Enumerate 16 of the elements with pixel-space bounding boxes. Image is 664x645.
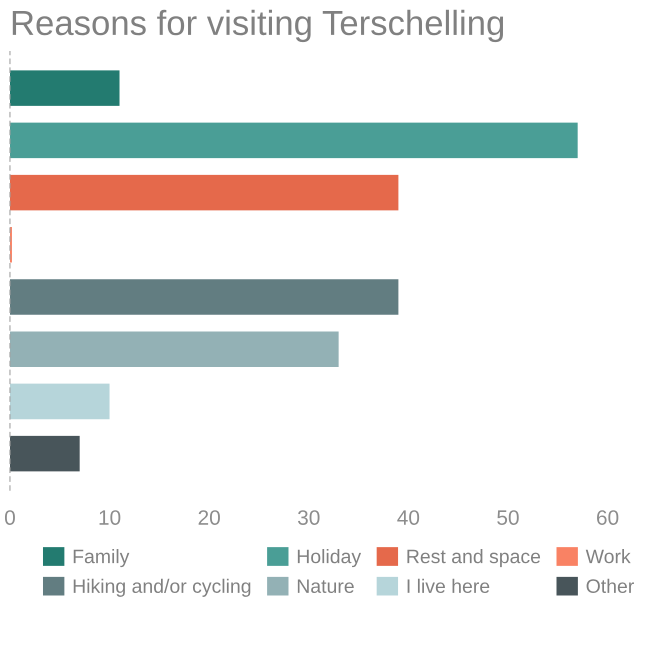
x-tick-label: 20: [198, 510, 220, 525]
x-tick-label: 60: [597, 510, 618, 525]
legend-label: Family: [74, 549, 130, 568]
legend-label: Other: [586, 578, 634, 594]
legend-label: Nature: [298, 579, 354, 594]
legend-label: Holiday: [298, 549, 362, 568]
legend-label: Rest and space: [407, 549, 540, 568]
x-tick-label: 0: [4, 510, 15, 525]
legend-label: I live here: [408, 578, 490, 594]
legend-label: Hiking and/or cycling: [74, 578, 250, 597]
x-tick-label: 40: [397, 510, 420, 525]
legend-label: Work: [586, 549, 631, 564]
chart-title: Reasons for visiting Terschelling: [12, 10, 504, 42]
x-tick-label: 10: [100, 510, 120, 525]
x-tick-label: 30: [298, 510, 320, 525]
x-tick-label: 50: [497, 510, 519, 525]
